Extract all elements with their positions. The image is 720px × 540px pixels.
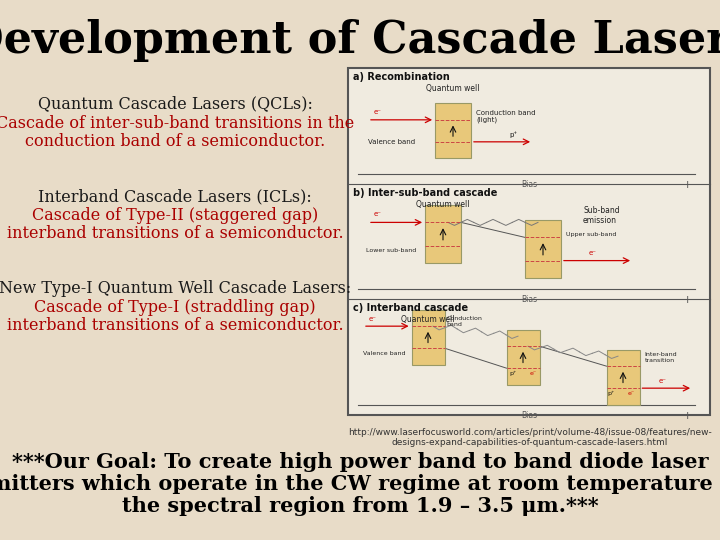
Text: Interband Cascade Lasers (ICLs):: Interband Cascade Lasers (ICLs): [38,188,312,205]
Text: +: + [683,295,692,305]
Text: Cascade of inter-sub-band transitions in the: Cascade of inter-sub-band transitions in… [0,115,354,132]
Bar [525,220,561,278]
Text: e⁻: e⁻ [659,378,667,384]
Text: e⁻: e⁻ [627,391,634,396]
Text: Quantum Cascade Lasers (QCLs):: Quantum Cascade Lasers (QCLs): [37,95,312,112]
Text: p⁺: p⁺ [608,391,615,396]
Text: b) Inter-sub-band cascade: b) Inter-sub-band cascade [353,188,498,198]
Text: p⁺: p⁺ [509,131,517,138]
Text: Upper sub-band: Upper sub-band [566,232,616,238]
Bar [348,68,710,415]
Text: +: + [683,180,692,190]
Text: Conduction band
(light): Conduction band (light) [476,110,536,123]
Text: Inter-band
transition: Inter-band transition [644,352,677,363]
Text: Cascade of Type-I (straddling gap): Cascade of Type-I (straddling gap) [34,299,316,316]
Text: http://www.laserfocusworld.com/articles/print/volume-48/issue-08/features/new-
d: http://www.laserfocusworld.com/articles/… [348,428,712,448]
Text: Quantum well: Quantum well [416,200,469,208]
Bar [606,350,639,404]
Text: e⁻: e⁻ [529,371,536,376]
Text: ***Our Goal: To create high power band to band diode laser: ***Our Goal: To create high power band t… [12,452,708,472]
Text: conduction band of a semiconductor.: conduction band of a semiconductor. [25,133,325,150]
Text: Bias: Bias [521,180,537,188]
Text: Sub-band
emission: Sub-band emission [583,206,620,225]
Bar [506,329,539,384]
Text: Development of Cascade Lasers: Development of Cascade Lasers [0,18,720,62]
Text: New Type-I Quantum Well Cascade Lasers:: New Type-I Quantum Well Cascade Lasers: [0,280,351,297]
Text: interband transitions of a semiconductor.: interband transitions of a semiconductor… [6,225,343,242]
Text: e⁻: e⁻ [369,316,377,322]
Text: Valence band: Valence band [368,139,415,145]
Text: Lower sub-band: Lower sub-band [366,248,416,253]
Text: p⁺: p⁺ [509,371,517,376]
Text: e⁻: e⁻ [374,211,382,218]
Text: a) Recombination: a) Recombination [353,72,450,82]
Text: Cascade of Type-II (staggered gap): Cascade of Type-II (staggered gap) [32,207,318,224]
Text: Quantum well: Quantum well [401,315,455,325]
Text: +: + [683,411,692,421]
Text: e⁻: e⁻ [589,249,597,255]
Text: −: − [358,295,367,305]
Bar [435,103,471,158]
Text: Conduction
band: Conduction band [446,316,482,327]
Text: emitters which operate in the CW regime at room temperature in: emitters which operate in the CW regime … [0,474,720,494]
Text: Valence band: Valence band [363,351,405,356]
Text: interband transitions of a semiconductor.: interband transitions of a semiconductor… [6,317,343,334]
Text: −: − [358,411,367,421]
Bar [412,309,444,364]
Text: Bias: Bias [521,411,537,420]
Bar [425,205,461,263]
Text: Bias: Bias [521,295,537,305]
Text: the spectral region from 1.9 – 3.5 μm.***: the spectral region from 1.9 – 3.5 μm.**… [122,496,598,516]
Text: c) Interband cascade: c) Interband cascade [353,303,468,313]
Text: −: − [358,180,367,190]
Text: Quantum well: Quantum well [426,84,480,93]
Text: e⁻: e⁻ [374,109,382,115]
